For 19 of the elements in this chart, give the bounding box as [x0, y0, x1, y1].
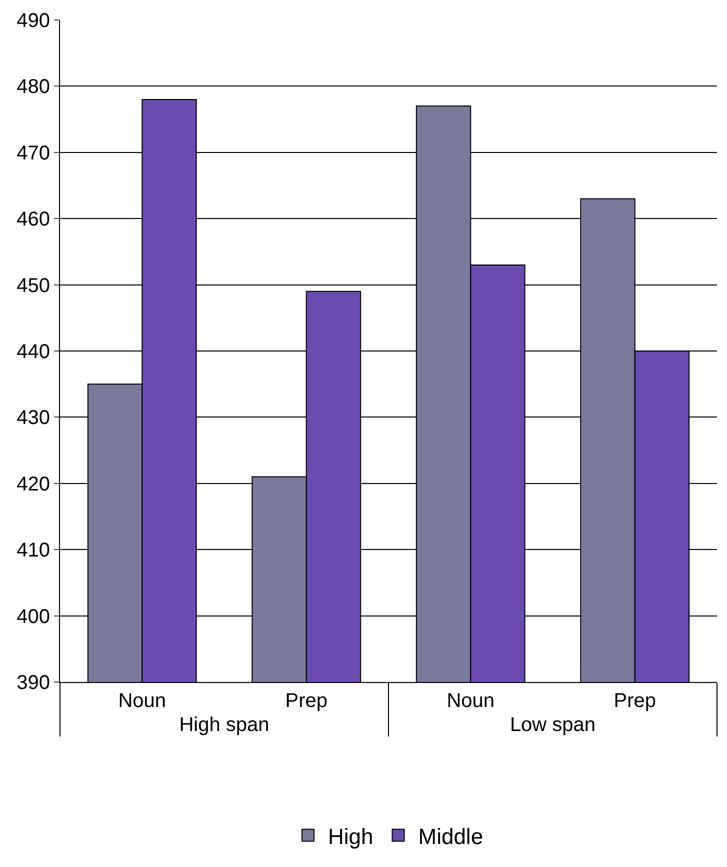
x-tick-label: Prep	[285, 690, 328, 712]
y-tick-label: 410	[16, 540, 50, 562]
x-tick-label: Prep	[614, 690, 656, 712]
legend-label: High	[328, 824, 374, 849]
legend-label: Middle	[418, 824, 484, 849]
y-tick-label: 440	[16, 341, 50, 363]
y-tick-label: 390	[16, 672, 50, 694]
y-tick-label: 450	[16, 274, 50, 297]
y-tick-label: 480	[16, 76, 50, 98]
y-tick-label: 490	[16, 10, 50, 32]
x-tick-label: Noun	[446, 690, 495, 712]
y-tick-label: 470	[16, 142, 50, 164]
text: High span	[179, 714, 270, 736]
y-tick-label: 430	[16, 407, 50, 430]
y-tick-label: 460	[16, 208, 50, 231]
y-tick-label: 400	[16, 606, 50, 628]
y-tick-label: 420	[16, 473, 50, 496]
x-tick-label: Noun	[118, 690, 166, 712]
text: Low span	[510, 714, 596, 736]
